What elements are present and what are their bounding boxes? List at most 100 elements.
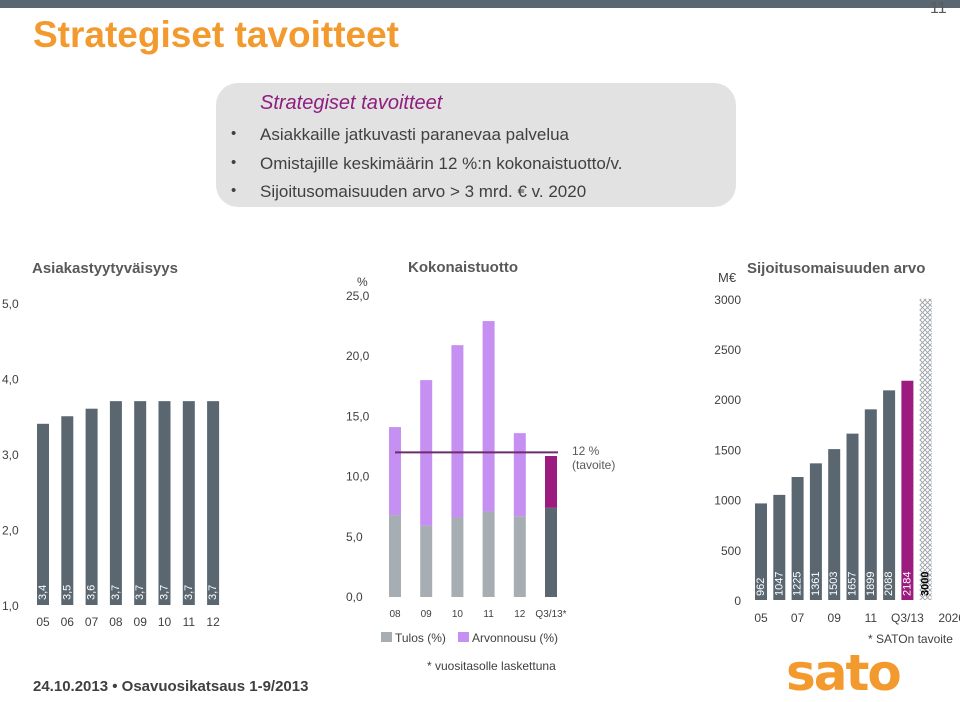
chart2-ytick: 5,0 (346, 530, 363, 544)
chart2-title: Kokonaistuotto (408, 259, 518, 276)
chart1-data-label: 3,6 (86, 585, 98, 600)
chart3-bar (864, 409, 877, 600)
chart2-legend-label: Tulos (%) (395, 631, 446, 645)
chart2-bar-tulos (451, 517, 464, 597)
chart2-goal-label: 12 % (572, 444, 600, 458)
chart3-xtick: Q3/13 (891, 611, 924, 625)
chart1-bar (207, 401, 220, 605)
chart1-xtick: 09 (134, 615, 148, 629)
chart2-legend-swatch (381, 632, 392, 642)
chart2-xtick: Q3/13* (535, 609, 566, 620)
chart3-ytick: 1500 (714, 443, 741, 457)
chart3-bar (809, 463, 822, 600)
chart1-bar (158, 401, 171, 605)
chart3-ytick: 2500 (714, 343, 741, 357)
chart3-bar (919, 298, 932, 600)
chart2-legend-label: Arvonnousu (%) (472, 631, 558, 645)
chart3-data-label: 1225 (792, 572, 804, 596)
chart3-xtick: 09 (828, 611, 842, 625)
top-accent-bar (0, 0, 960, 8)
chart2-ylabel: % (357, 275, 368, 289)
chart1-bar (37, 423, 49, 605)
chart2-bar-arvonnousu (389, 427, 401, 516)
chart3-data-label: 1361 (810, 572, 822, 596)
chart1-xtick: 07 (85, 615, 99, 629)
chart3-note: * SATOn tavoite (868, 632, 953, 646)
goals-title: Strategiset tavoitteet (260, 92, 443, 114)
chart3-ytick: 500 (721, 544, 741, 558)
chart2-bar-arvonnousu (482, 321, 495, 512)
chart1-data-label: 3,7 (207, 585, 219, 600)
chart2-bar-arvonnousu (451, 345, 464, 518)
chart1-bar (182, 401, 195, 605)
chart2-bar-tulos (482, 511, 495, 597)
chart1-ytick: 2,0 (2, 524, 19, 538)
chart3-ytick: 0 (734, 594, 741, 608)
chart2-bar-tulos (389, 515, 401, 597)
chart3-xtick: 11 (865, 611, 878, 625)
chart2-bar-arvonnousu (545, 456, 557, 508)
goals-box: Strategiset tavoitteet • Asiakkaille jatk… (216, 83, 736, 207)
chart1-data-label: 3,7 (159, 585, 171, 600)
chart1-xtick: 08 (109, 615, 123, 629)
chart1-data-label: 3,5 (61, 585, 73, 600)
chart1-bar (134, 401, 147, 605)
chart3-bar (791, 477, 804, 600)
chart3-title: Sijoitusomaisuuden arvo (747, 260, 926, 277)
chart3-bar (901, 380, 914, 600)
chart2-xtick: 09 (421, 609, 433, 620)
chart3-data-label: 1503 (828, 572, 840, 596)
chart1-data-label: 3,4 (37, 585, 49, 600)
chart3-ytick: 3000 (714, 293, 741, 307)
chart2-ytick: 0,0 (346, 590, 363, 604)
chart3-data-label: 2088 (883, 572, 895, 596)
chart3-bar (828, 449, 841, 600)
chart3-xtick: 2020* (938, 611, 960, 625)
chart1-xtick: 05 (36, 615, 50, 629)
chart2-xtick: 11 (483, 609, 494, 620)
chart2-xtick: 08 (389, 609, 401, 620)
sato-logo: sato (786, 644, 902, 702)
chart2-xtick: 12 (514, 609, 526, 620)
chart3-data-label: 1899 (865, 572, 877, 596)
bullet-icon: • (231, 125, 237, 142)
chart2-goal-label: (tavoite) (572, 458, 615, 472)
chart2-note: * vuositasolle laskettuna (427, 659, 556, 673)
bullet-icon: • (231, 182, 237, 199)
goal-item: • Sijoitusomaisuuden arvo > 3 mrd. € v. 2… (231, 182, 587, 201)
chart1-data-label: 3,7 (110, 585, 122, 600)
chart1-ytick: 3,0 (2, 448, 19, 462)
chart3-bar (755, 503, 767, 600)
footer-text: 24.10.2013 • Osavuosikatsaus 1-9/2013 (33, 678, 309, 695)
chart1-ytick: 1,0 (2, 599, 19, 613)
chart3-bar (846, 433, 859, 600)
chart3-data-label: 1047 (773, 572, 785, 596)
chart1-xtick: 10 (158, 615, 172, 629)
chart1-xtick: 12 (206, 615, 220, 629)
chart2-bar-tulos (513, 516, 526, 597)
chart3-xtick: 05 (754, 611, 768, 625)
chart1-ytick: 5,0 (2, 297, 19, 311)
chart2-xtick: 10 (452, 609, 464, 620)
chart1-ytick: 4,0 (2, 373, 19, 387)
chart3-ytick: 2000 (714, 393, 741, 407)
chart3-bar (773, 494, 786, 600)
chart2-bar-tulos (420, 525, 433, 597)
chart3-xtick: 07 (791, 611, 805, 625)
chart1-title: Asiakastyytyväisyys (32, 260, 178, 277)
chart1-xtick: 06 (61, 615, 75, 629)
chart2-legend-swatch (458, 632, 469, 642)
chart1-xtick: 11 (183, 615, 196, 629)
chart3-data-label: 962 (755, 578, 767, 596)
page-number: 11 (930, 0, 947, 17)
chart3-data-label: 2184 (901, 572, 913, 596)
chart1-bar (85, 408, 98, 605)
chart2-bar-arvonnousu (513, 433, 526, 517)
page-title: Strategiset tavoitteet (33, 14, 399, 55)
chart1-bar (109, 401, 122, 605)
chart1-data-label: 3,7 (183, 585, 195, 600)
chart2-ytick: 10,0 (346, 470, 370, 484)
chart2-ytick: 20,0 (346, 349, 370, 363)
chart3-data-label: 1657 (847, 572, 859, 596)
